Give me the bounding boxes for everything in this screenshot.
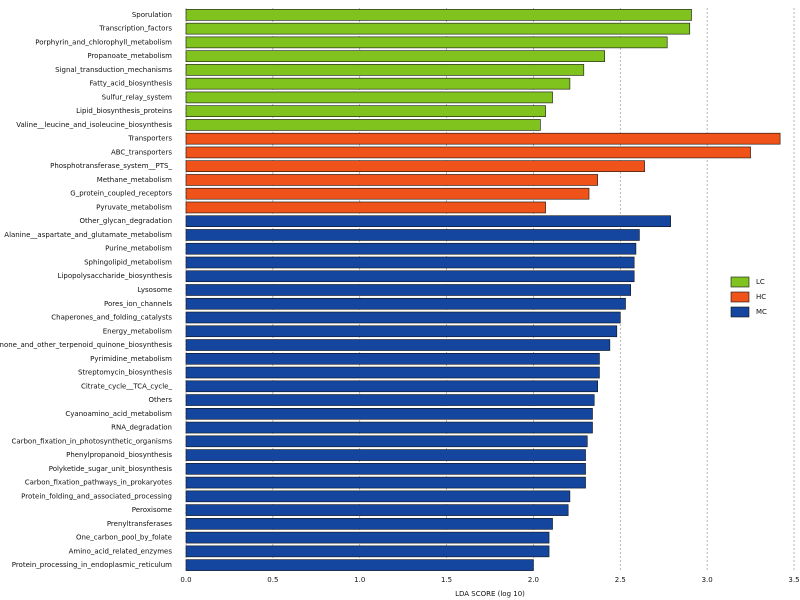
category-label: Pores_ion_channels <box>104 300 172 308</box>
bar <box>185 518 553 530</box>
legend-label: MC <box>756 308 767 316</box>
bar <box>185 256 635 269</box>
category-label: Signal_transduction_mechanisms <box>55 66 172 74</box>
bar <box>185 50 605 62</box>
bar <box>185 160 645 172</box>
category-label: Lysosome <box>138 286 172 294</box>
category-label: Energy_metabolism <box>103 327 172 335</box>
category-label: Ubiquinone_and_other_terpenoid_quinone_b… <box>0 341 172 349</box>
x-tick-label: 2.0 <box>528 576 539 584</box>
category-label: Fatty_acid_biosynthesis <box>90 80 173 88</box>
bar <box>185 545 550 558</box>
category-label: Propanoate_metabolism <box>87 52 172 60</box>
bar <box>185 132 781 145</box>
bar <box>185 449 586 461</box>
bar <box>185 325 618 338</box>
bar <box>185 9 692 21</box>
bar <box>185 408 593 420</box>
bar <box>185 339 611 351</box>
bar <box>185 394 595 406</box>
bar <box>185 174 599 186</box>
bar <box>185 421 593 434</box>
bar <box>185 270 635 283</box>
bar <box>185 77 571 90</box>
category-label: Streptomycin_biosynthesis <box>78 369 172 377</box>
bar <box>185 91 553 104</box>
legend-swatch <box>730 276 750 288</box>
category-label: Pyrimidine_metabolism <box>90 355 172 363</box>
bar <box>185 366 600 379</box>
legend-label: HC <box>756 293 766 301</box>
bar <box>185 531 550 544</box>
category-label: Amino_acid_related_enzymes <box>69 547 173 555</box>
category-label: Phosphotransferase_system__PTS_ <box>50 162 172 170</box>
category-label: Chaperones_and_folding_catalysts <box>51 314 172 322</box>
bar <box>185 146 751 159</box>
category-label: Purine_metabolism <box>105 245 172 253</box>
category-label: Alanine__aspartate_and_glutamate_metabol… <box>4 231 172 239</box>
category-label: Porphyrin_and_chlorophyll_metabolism <box>35 38 172 46</box>
x-tick-label: 2.5 <box>615 576 626 584</box>
legend-label: LC <box>756 278 765 286</box>
category-label: Transcription_factors <box>98 25 172 33</box>
category-label: Valine__leucine_and_isoleucine_biosynthe… <box>16 121 172 129</box>
legend-swatch <box>730 306 750 318</box>
bar <box>185 435 588 448</box>
category-label: Protein_processing_in_endoplasmic_reticu… <box>12 561 172 569</box>
bar <box>185 229 640 241</box>
category-label: Pyruvate_metabolism <box>96 203 172 211</box>
bar <box>185 105 546 117</box>
category-label: RNA_degradation <box>111 424 172 432</box>
bar <box>185 352 600 365</box>
bar <box>185 311 621 324</box>
category-label: Others <box>148 396 172 404</box>
category-label: Lipid_biosynthesis_proteins <box>76 107 172 115</box>
category-label: Carbon_fixation_in_photosynthetic_organi… <box>11 437 172 445</box>
bar <box>185 559 534 571</box>
bar <box>185 297 626 310</box>
bar <box>185 215 671 228</box>
bar <box>185 242 637 255</box>
x-tick-label: 0.5 <box>267 576 278 584</box>
category-label: Carbon_fixation_pathways_in_prokaryotes <box>25 479 173 487</box>
category-label: Lipopolysaccharide_biosynthesis <box>58 272 173 280</box>
category-label: Other_glycan_degradation <box>80 217 172 225</box>
x-tick-label: 3.0 <box>702 576 713 584</box>
category-label: Polyketide_sugar_unit_biosynthesis <box>49 465 173 473</box>
category-label: G_protein_coupled_receptors <box>70 190 172 198</box>
legend-swatch <box>730 291 750 303</box>
bar <box>185 119 541 131</box>
bar <box>185 64 585 76</box>
bar <box>185 490 571 503</box>
category-label: Prenyltransferases <box>107 520 173 528</box>
bar <box>185 463 586 475</box>
category-label: Protein_folding_and_associated_processin… <box>21 492 172 500</box>
category-label: Sporulation <box>132 11 172 19</box>
category-label: One_carbon_pool_by_folate <box>76 534 172 542</box>
x-tick-label: 0.0 <box>180 576 191 584</box>
category-label: Methane_metabolism <box>97 176 172 184</box>
category-label: ABC_transporters <box>111 148 172 156</box>
bar <box>185 187 590 200</box>
bar <box>185 36 668 49</box>
bar <box>185 22 691 35</box>
bar <box>185 284 632 296</box>
category-label: Sphingolipid_metabolism <box>84 258 172 266</box>
x-tick-label: 1.5 <box>441 576 452 584</box>
x-tick-label: 3.5 <box>788 576 799 584</box>
bar <box>185 380 599 393</box>
category-label: Transporters <box>127 135 172 143</box>
bar <box>185 476 586 489</box>
category-label: Peroxisome <box>132 506 172 514</box>
x-axis-title: LDA SCORE (log 10) <box>455 590 525 598</box>
category-label: Cyanoamino_acid_metabolism <box>65 410 172 418</box>
bar <box>185 201 546 214</box>
x-tick-label: 1.0 <box>354 576 365 584</box>
category-label: Sulfur_relay_system <box>102 93 172 101</box>
category-label: Citrate_cycle__TCA_cycle_ <box>81 382 173 390</box>
bar <box>185 504 569 516</box>
category-label: Phenylpropanoid_biosynthesis <box>66 451 172 459</box>
